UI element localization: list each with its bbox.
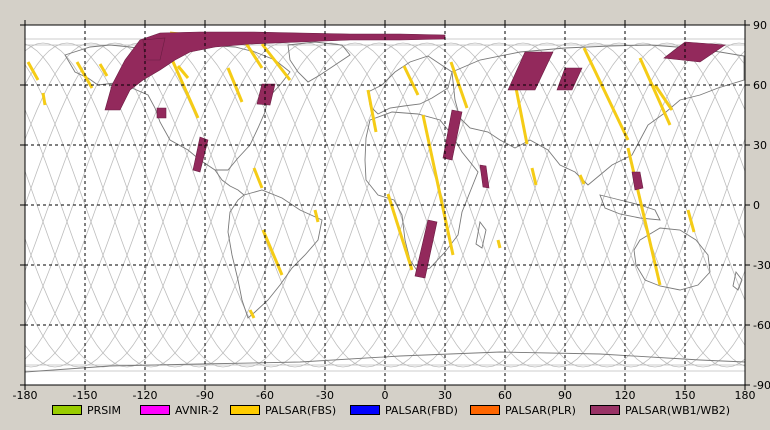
south-america-coast bbox=[227, 189, 323, 319]
x-tick-label: -120 bbox=[133, 389, 158, 402]
fbs-swath bbox=[653, 84, 674, 111]
y-tick-label: 30 bbox=[753, 139, 767, 152]
fbs-swath bbox=[514, 87, 529, 145]
x-tick-label: 0 bbox=[382, 389, 389, 402]
fbs-swath bbox=[98, 63, 109, 77]
wb-arc-arctic bbox=[104, 31, 446, 111]
palsar-wb-swaths bbox=[104, 31, 726, 279]
x-tick-label: -30 bbox=[316, 389, 334, 402]
fbs-swath bbox=[248, 309, 256, 319]
fbs-swath bbox=[582, 47, 630, 141]
fbs-swath bbox=[496, 239, 502, 249]
x-tick-label: -90 bbox=[196, 389, 214, 402]
x-tick-label: 120 bbox=[615, 389, 636, 402]
wb-red-sea bbox=[442, 109, 463, 161]
fbs-swath bbox=[386, 193, 414, 271]
wb-mozambique bbox=[414, 219, 438, 279]
legend-swatch bbox=[350, 405, 380, 415]
wb-philippines bbox=[631, 171, 644, 191]
y-tick-label: -90 bbox=[753, 379, 770, 392]
axis-ticks bbox=[20, 20, 750, 390]
wb-canada-small bbox=[156, 107, 167, 119]
australia-coast bbox=[633, 227, 711, 291]
fbs-swath bbox=[686, 209, 696, 233]
x-tick-label: -150 bbox=[73, 389, 98, 402]
fbs-swath bbox=[402, 65, 420, 96]
fbs-swath bbox=[242, 39, 264, 69]
x-tick-label: -180 bbox=[13, 389, 38, 402]
wb-canada-west bbox=[142, 37, 166, 61]
legend-item: PRSIM bbox=[52, 403, 121, 417]
fbs-swath bbox=[313, 209, 320, 223]
legend-label: PALSAR(PLR) bbox=[505, 403, 576, 417]
x-tick-label: 180 bbox=[735, 389, 756, 402]
fbs-swath bbox=[168, 54, 200, 119]
fbs-swath bbox=[530, 167, 538, 186]
y-tick-label: 60 bbox=[753, 79, 767, 92]
legend-swatch bbox=[470, 405, 500, 415]
wb-chukotka bbox=[663, 41, 726, 63]
y-tick-label: 0 bbox=[753, 199, 760, 212]
fbs-swath bbox=[26, 61, 40, 81]
legend-item: PALSAR(FBS) bbox=[230, 403, 336, 417]
fbs-swath bbox=[638, 57, 672, 126]
legend-swatch bbox=[590, 405, 620, 415]
legend-item: PALSAR(WB1/WB2) bbox=[590, 403, 730, 417]
madagascar-coast bbox=[475, 220, 487, 249]
legend: PRSIM AVNIR-2 PALSAR(FBS) PALSAR(FBD) PALSAR… bbox=[0, 399, 770, 421]
fbs-swath bbox=[366, 89, 378, 133]
wb-gulf bbox=[479, 164, 490, 189]
legend-label: PALSAR(FBS) bbox=[265, 403, 337, 417]
legend-label: PALSAR(FBD) bbox=[385, 403, 458, 417]
graticule-grid bbox=[25, 25, 745, 385]
europe-coast bbox=[367, 55, 453, 115]
fbs-swath bbox=[252, 167, 264, 189]
legend-swatch bbox=[52, 405, 82, 415]
fbs-swath bbox=[260, 43, 292, 81]
wb-labrador bbox=[256, 83, 276, 106]
fbs-swath bbox=[176, 65, 190, 79]
fbs-swath bbox=[626, 147, 662, 286]
fbs-swath bbox=[261, 229, 284, 276]
fbs-swath bbox=[578, 174, 586, 185]
x-tick-label: 60 bbox=[498, 389, 512, 402]
wb-siberia bbox=[556, 67, 583, 91]
legend-item: PALSAR(FBD) bbox=[350, 403, 458, 417]
greenland-coast bbox=[287, 41, 351, 83]
asia-coast bbox=[451, 44, 745, 186]
y-tick-label: 90 bbox=[753, 19, 767, 32]
southeast-asia-islands bbox=[599, 194, 661, 221]
y-tick-label: -30 bbox=[753, 259, 770, 272]
x-tick-label: 30 bbox=[438, 389, 452, 402]
x-tick-label: 150 bbox=[675, 389, 696, 402]
fbs-swath bbox=[421, 114, 455, 256]
x-tick-label: 90 bbox=[558, 389, 572, 402]
legend-item: PALSAR(PLR) bbox=[470, 403, 576, 417]
longitude-labels: -180 -150 -120 -90 -60 -30 0 30 60 90 120 150 180 bbox=[13, 389, 756, 402]
antarctica-coast bbox=[24, 351, 746, 373]
y-tick-label: -60 bbox=[753, 319, 770, 332]
legend-label: PRSIM bbox=[87, 403, 121, 417]
x-tick-label: -60 bbox=[256, 389, 274, 402]
legend-label: PALSAR(WB1/WB2) bbox=[625, 403, 731, 417]
legend-item: AVNIR-2 bbox=[140, 403, 219, 417]
fbs-swath bbox=[41, 92, 47, 106]
africa-coast bbox=[364, 111, 479, 273]
wb-ural bbox=[507, 51, 554, 91]
new-zealand-coast bbox=[732, 270, 743, 291]
central-america-coast bbox=[214, 169, 245, 196]
legend-swatch bbox=[230, 405, 260, 415]
legend-swatch bbox=[140, 405, 170, 415]
latitude-labels: 90 60 30 0 -30 -60 -90 bbox=[753, 19, 770, 392]
legend-label: AVNIR-2 bbox=[175, 403, 219, 417]
